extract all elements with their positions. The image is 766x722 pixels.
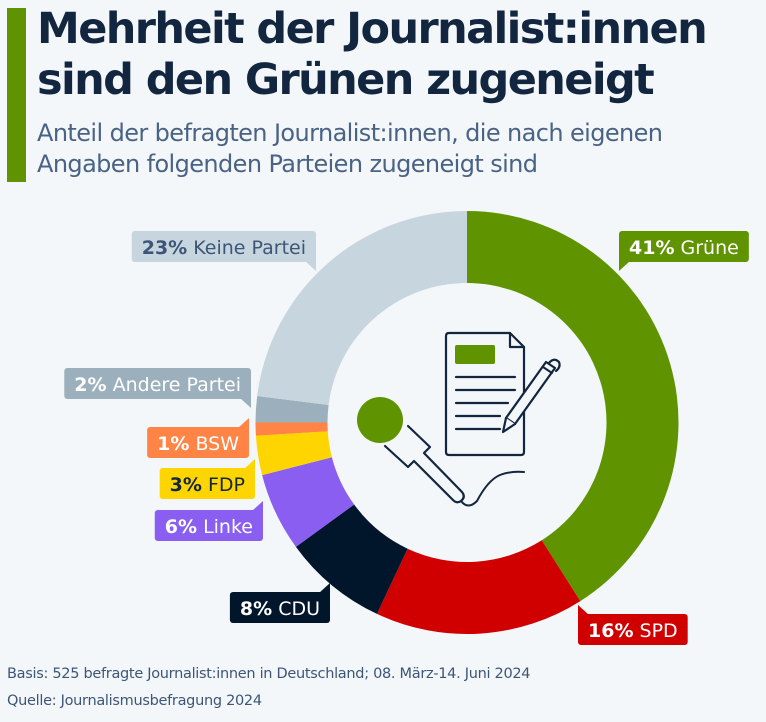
label-bsw: 1% BSW [147,418,249,458]
label-percent: 1% [157,433,189,455]
label-box [229,592,330,623]
label-text: 41% Grüne [629,237,739,259]
label-fdp: 3% FDP [159,459,255,499]
label-party: Linke [197,516,253,538]
slice-fdp [255,431,332,476]
label-keine-partei: 23% Keine Partei [131,231,316,271]
title-line-1: Mehrheit der Journalist:innen [37,4,708,54]
label-box [159,468,255,499]
label-text: 3% FDP [170,474,245,496]
label-text: 16% SPD [588,620,678,642]
label-percent: 2% [74,374,106,396]
accent-bar [7,8,26,182]
label-pointer [578,605,589,618]
label-percent: 16% [588,620,633,642]
label-percent: 23% [142,237,187,259]
label-party: Keine Partei [187,237,306,259]
label-text: 6% Linke [165,516,253,538]
label-linke: 6% Linke [154,501,263,541]
label-text: 2% Andere Partei [74,374,241,396]
chart-title: Mehrheit der Journalist:innen sind den G… [37,4,766,106]
label-pointer [619,258,630,271]
microphone-icon [357,397,525,507]
label-box [147,427,249,458]
chart-subtitle: Anteil der befragten Journalist:innen, d… [37,118,766,180]
label-box [64,368,251,399]
label-box [578,614,688,645]
label-pointer [244,459,255,472]
subtitle-line-1: Anteil der befragten Journalist:innen, d… [37,119,663,147]
label-party: Grüne [674,237,738,259]
slice-bsw [255,422,328,436]
slice-gruene [467,211,679,602]
slice-labels: 41% Grüne 16% SPD 8% CDU 6% Linke 3% FDP 1% B… [64,231,749,645]
label-party: CDU [272,598,320,620]
label-andere-partei: 2% Andere Partei [64,368,251,408]
label-spd: 16% SPD [578,605,688,645]
label-party: FDP [202,474,245,496]
label-party: SPD [633,620,677,642]
label-text: 23% Keine Partei [142,237,306,259]
pencil-icon [501,358,561,434]
slice-andere-partei [255,395,329,423]
label-pointer [252,501,263,514]
slice-cdu [295,504,408,614]
label-party: Andere Partei [107,374,241,396]
label-text: 8% CDU [240,598,320,620]
subtitle-line-2: Angaben folgenden Parteien zugeneigt sin… [37,150,538,178]
label-box [154,510,263,541]
slice-spd [376,540,581,634]
label-percent: 3% [170,474,202,496]
label-pointer [240,395,251,408]
label-party: BSW [189,433,239,455]
label-gruene: 41% Grüne [619,231,749,271]
label-pointer [305,258,316,271]
donut-slices [255,211,679,634]
label-box [619,231,749,262]
footer-basis: Basis: 525 befragte Journalist:innen in … [7,666,531,682]
label-pointer [238,418,249,431]
label-cdu: 8% CDU [229,583,330,623]
title-line-2: sind den Grünen zugeneigt [37,55,655,105]
label-box [131,231,316,262]
label-text: 1% BSW [157,433,239,455]
label-percent: 6% [165,516,197,538]
label-percent: 8% [240,598,272,620]
slice-keine-partei [257,211,467,406]
footer-source: Quelle: Journalismusbefragung 2024 [7,693,262,709]
slice-linke [262,457,355,547]
label-percent: 41% [629,237,674,259]
label-pointer [319,583,330,596]
document-icon [444,331,526,457]
microphone-and-document-icon [357,331,561,507]
